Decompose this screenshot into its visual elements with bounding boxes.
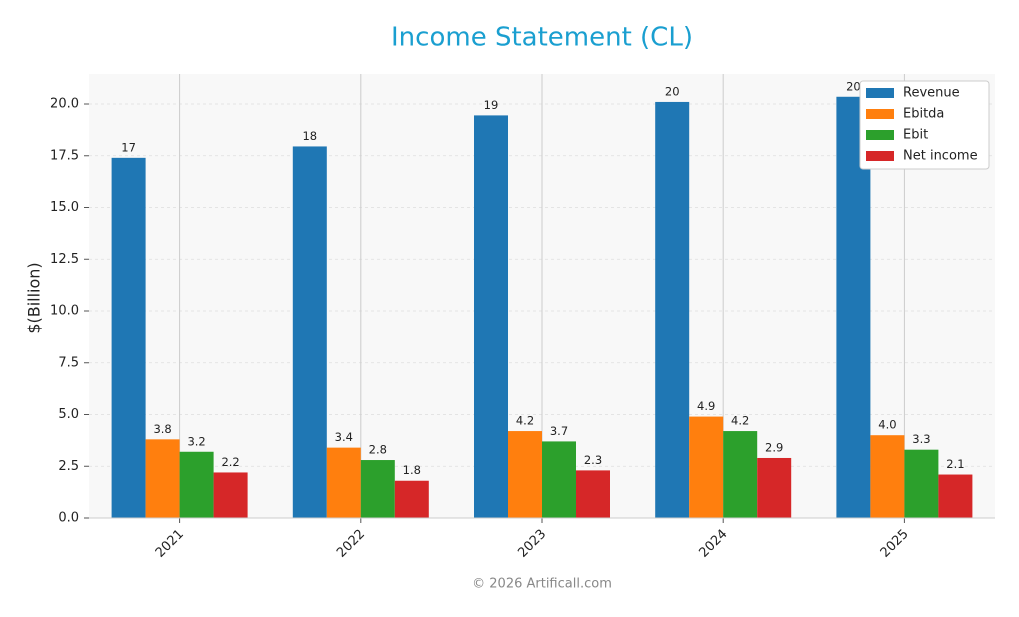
- bar: [213, 472, 248, 518]
- bar: [870, 435, 905, 518]
- chart-title: Income Statement (CL): [391, 23, 693, 53]
- y-tick-label: 12.5: [50, 252, 79, 267]
- value-label: 3.8: [153, 422, 171, 436]
- bar: [292, 146, 327, 518]
- value-label: 20: [846, 79, 861, 93]
- bar: [723, 431, 758, 518]
- bar: [904, 449, 939, 518]
- value-label: 20: [665, 84, 680, 98]
- bar: [360, 460, 395, 518]
- legend-swatch: [866, 130, 894, 140]
- value-label: 3.2: [187, 434, 205, 448]
- x-tick-label: 2021: [153, 527, 187, 561]
- y-tick-label: 10.0: [50, 304, 79, 319]
- value-label: 4.9: [697, 399, 715, 413]
- value-label: 3.7: [550, 424, 568, 438]
- y-tick-label: 7.5: [58, 355, 79, 370]
- bar: [542, 441, 576, 518]
- legend-label: Ebitda: [903, 107, 944, 122]
- value-label: 17: [121, 140, 136, 154]
- bar: [655, 101, 690, 518]
- legend-swatch: [866, 109, 894, 119]
- value-label: 2.9: [765, 440, 783, 454]
- bar: [145, 439, 180, 518]
- bar: [938, 474, 973, 518]
- legend-swatch: [866, 151, 894, 161]
- bar: [179, 451, 214, 518]
- legend-label: Revenue: [903, 86, 960, 101]
- footer: © 2026 Artificall.com: [472, 577, 612, 592]
- bar: [576, 470, 610, 518]
- bar: [757, 457, 792, 518]
- value-label: 18: [302, 129, 317, 143]
- value-label: 2.8: [369, 443, 387, 457]
- value-label: 19: [484, 98, 499, 112]
- y-tick-label: 15.0: [50, 200, 79, 215]
- bar: [394, 480, 429, 518]
- x-tick-label: 2025: [878, 527, 912, 561]
- bar: [474, 115, 508, 519]
- legend-label: Ebit: [903, 128, 928, 143]
- value-label: 4.2: [731, 414, 749, 428]
- y-tick-label: 2.5: [58, 459, 79, 474]
- y-tick-label: 17.5: [50, 148, 79, 163]
- value-label: 3.4: [335, 430, 353, 444]
- bar: [111, 157, 146, 519]
- value-label: 2.2: [221, 455, 239, 469]
- x-tick-label: 2024: [696, 527, 730, 561]
- legend-label: Net income: [903, 149, 978, 164]
- y-tick-label: 20.0: [50, 97, 79, 112]
- value-label: 4.2: [516, 414, 534, 428]
- bar: [508, 431, 542, 518]
- y-tick-label: 0.0: [58, 511, 79, 526]
- legend-box: [859, 80, 990, 170]
- bar: [689, 416, 724, 518]
- value-label: 2.1: [946, 457, 964, 471]
- x-tick-label: 2023: [515, 527, 549, 561]
- value-label: 2.3: [584, 453, 602, 467]
- y-tick-label: 5.0: [58, 407, 79, 422]
- value-label: 4.0: [878, 418, 896, 432]
- x-tick-label: 2022: [334, 527, 368, 561]
- value-label: 3.3: [912, 432, 930, 446]
- value-label: 1.8: [403, 463, 421, 477]
- y-axis-label: $(Billion): [25, 262, 44, 333]
- legend-swatch: [866, 88, 894, 98]
- bar: [326, 447, 361, 518]
